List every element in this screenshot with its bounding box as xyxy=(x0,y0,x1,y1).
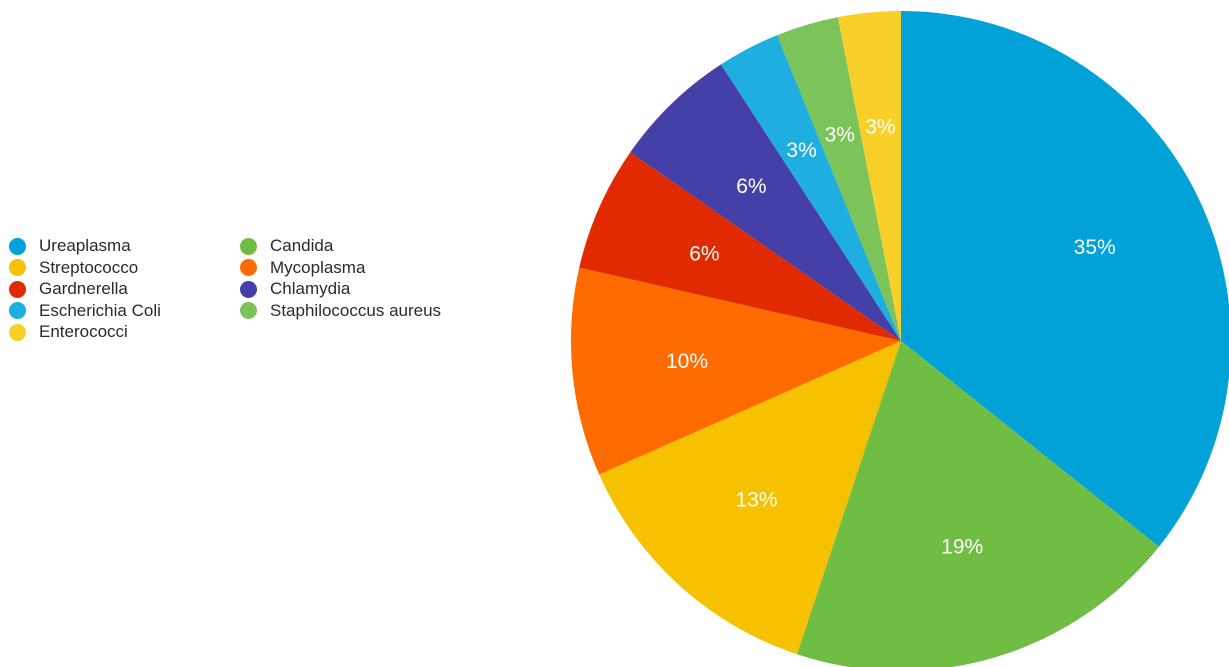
pie-slice-escherichia-coli xyxy=(720,35,901,342)
pie-slice-labels: 35% 19% 13% 10% 6% 6% 3% 3% 3% xyxy=(666,116,1116,559)
pie-slices xyxy=(570,11,1229,667)
pie-slice-enterococci xyxy=(837,11,901,341)
legend-label: Staphilococcus aureus xyxy=(270,300,442,320)
legend-swatch xyxy=(240,237,257,255)
pie-slice-ureaplasma xyxy=(901,11,1229,547)
legend-swatch xyxy=(9,259,26,276)
pie-slice-gardnerella xyxy=(579,152,901,341)
legend-swatch xyxy=(9,280,26,298)
pie-slice-streptococco xyxy=(599,341,901,655)
legend-swatch xyxy=(240,302,257,319)
legend-item-ureaplasma: Ureaplasma xyxy=(9,236,131,256)
legend-label: Candida xyxy=(270,236,334,255)
pie-label-escherichia-coli: 3% xyxy=(786,139,816,162)
legend-item-streptococco: Streptococco xyxy=(9,258,138,278)
legend-label: Ureaplasma xyxy=(39,236,131,255)
legend-item-candida: Candida xyxy=(240,236,333,256)
pie-label-chlamydia: 6% xyxy=(736,175,766,198)
pie-label-gardnerella: 6% xyxy=(689,243,719,266)
legend-swatch xyxy=(240,259,257,276)
pie-label-ureaplasma: 35% xyxy=(1074,236,1116,259)
legend-swatch xyxy=(9,237,26,255)
legend-label: Mycoplasma xyxy=(270,257,366,277)
legend-label: Chlamydia xyxy=(270,279,351,298)
pie-slice-mycoplasma xyxy=(570,267,901,475)
legend-swatch xyxy=(240,280,257,298)
legend-item-enterococci: Enterococci xyxy=(9,322,128,342)
pie-label-streptococco: 13% xyxy=(735,489,777,512)
legend-item-escherichia-coli: Escherichia Coli xyxy=(9,301,161,321)
pie-slice-chlamydia xyxy=(630,64,901,342)
legend-label: Enterococci xyxy=(39,322,128,341)
legend-item-chlamydia: Chlamydia xyxy=(240,279,350,299)
pie-slice-staphilococcus-aureus xyxy=(777,17,901,342)
legend-item-mycoplasma: Mycoplasma xyxy=(240,258,365,278)
legend-swatch xyxy=(9,323,26,341)
pie-slice-candida xyxy=(797,341,1159,667)
legend-label: Streptococco xyxy=(39,257,139,277)
legend-label: Gardnerella xyxy=(39,279,128,298)
legend-label: Escherichia Coli xyxy=(39,300,161,320)
pie-label-candida: 19% xyxy=(941,536,983,559)
legend-item-gardnerella: Gardnerella xyxy=(9,279,128,299)
legend-swatch xyxy=(9,302,26,319)
pie-label-enterococci: 3% xyxy=(865,116,895,139)
pie-label-mycoplasma: 10% xyxy=(666,350,708,373)
legend-item-staphilococcus-aureus: Staphilococcus aureus xyxy=(240,301,441,321)
chart-legend: Ureaplasma Streptococco Gardnerella Escheri… xyxy=(9,236,529,366)
pie-label-staphilococcus-aureus: 3% xyxy=(825,123,855,146)
